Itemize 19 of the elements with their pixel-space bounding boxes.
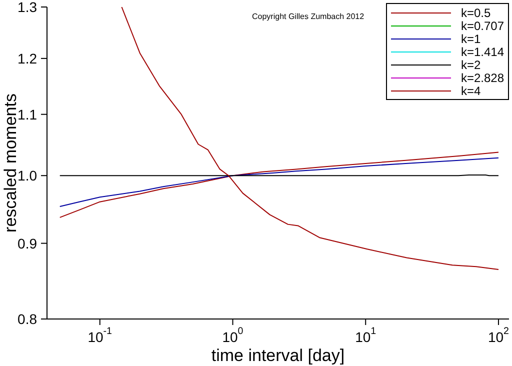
x-tick-label: 10$^{0}$: [222, 326, 244, 345]
y-tick-label: 0.8: [18, 311, 38, 327]
x-tick-label: 10$^{-1}$: [88, 326, 112, 345]
legend-label: k=0.707: [460, 18, 504, 32]
legend-label: k=0.5: [460, 6, 491, 20]
legend-label: k=1: [460, 32, 481, 46]
y-tick-label: 1.2: [18, 50, 38, 66]
y-tick-label: 1.1: [18, 106, 38, 122]
x-tick-label: 10$^{1}$: [355, 326, 376, 345]
legend-label: k=2.828: [460, 70, 504, 84]
legend-label: k=2: [460, 58, 481, 72]
y-tick-label: 1.3: [18, 0, 38, 15]
x-tick-label: 10$^{2}$: [488, 326, 509, 345]
x-axis-title: time interval [day]: [211, 346, 345, 365]
y-tick-label: 1.0: [18, 168, 38, 184]
annotation: Copyright Gilles Zumbach 2012: [252, 12, 364, 21]
legend-label: k=4: [460, 84, 481, 98]
y-tick-label: 0.9: [18, 235, 38, 252]
legend-label: k=1.414: [460, 44, 504, 58]
